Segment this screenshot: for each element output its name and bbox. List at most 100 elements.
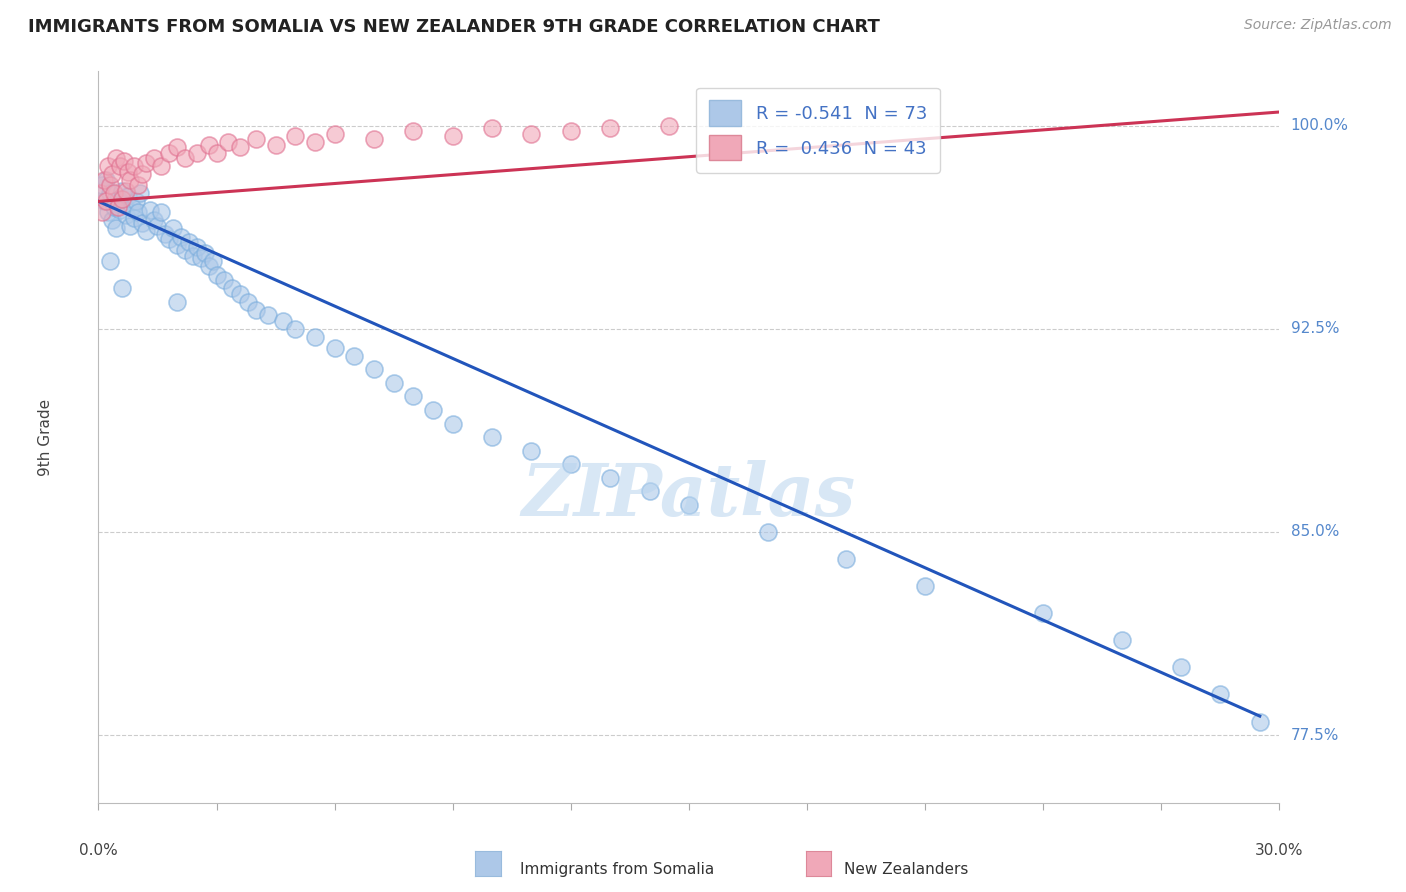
Point — [245, 302, 267, 317]
Point — [197, 137, 219, 152]
Point — [520, 127, 543, 141]
Point — [103, 186, 125, 201]
Point — [97, 159, 120, 173]
Point — [135, 224, 157, 238]
Point — [560, 457, 582, 471]
Point — [1249, 714, 1271, 729]
Point — [125, 194, 148, 209]
Point — [105, 151, 128, 165]
Point — [97, 205, 120, 219]
Point — [98, 178, 121, 193]
Text: IMMIGRANTS FROM SOMALIA VS NEW ZEALANDER 9TH GRADE CORRELATION CHART: IMMIGRANTS FROM SOMALIA VS NEW ZEALANDER… — [28, 18, 880, 36]
Point — [422, 403, 444, 417]
Point — [150, 159, 173, 173]
Point — [599, 471, 621, 485]
Point — [186, 240, 208, 254]
Point — [117, 189, 139, 203]
Point — [323, 341, 346, 355]
Point — [1032, 606, 1054, 620]
Point — [166, 237, 188, 252]
Point — [363, 132, 385, 146]
Point — [186, 145, 208, 160]
Point — [343, 349, 366, 363]
Point — [304, 330, 326, 344]
Text: 0.0%: 0.0% — [79, 844, 118, 858]
Point — [229, 140, 252, 154]
Point — [162, 221, 184, 235]
Point — [108, 202, 131, 217]
Point — [245, 132, 267, 146]
Point — [96, 172, 118, 186]
Point — [382, 376, 405, 390]
Point — [264, 137, 287, 152]
Point — [155, 227, 177, 241]
Point — [481, 121, 503, 136]
Point — [273, 313, 295, 327]
Point — [122, 159, 145, 173]
Point — [150, 205, 173, 219]
Point — [98, 186, 121, 201]
Point — [128, 186, 150, 201]
Point — [89, 186, 111, 201]
Point — [121, 200, 143, 214]
Point — [181, 249, 204, 263]
Point — [170, 229, 193, 244]
Point — [118, 219, 141, 233]
Text: Immigrants from Somalia: Immigrants from Somalia — [520, 863, 714, 877]
Point — [304, 135, 326, 149]
Point — [127, 205, 149, 219]
Point — [105, 221, 128, 235]
Point — [103, 200, 125, 214]
Point — [101, 167, 124, 181]
Point — [101, 213, 124, 227]
Point — [107, 192, 129, 206]
Point — [135, 156, 157, 170]
Text: 92.5%: 92.5% — [1291, 321, 1339, 336]
Point — [138, 202, 160, 217]
Point — [166, 140, 188, 154]
Point — [756, 524, 779, 539]
Point — [91, 205, 114, 219]
Text: 9th Grade: 9th Grade — [38, 399, 53, 475]
Point — [205, 268, 228, 282]
Point — [112, 153, 135, 168]
Point — [166, 294, 188, 309]
Point — [201, 254, 224, 268]
Point — [174, 151, 197, 165]
Text: 85.0%: 85.0% — [1291, 524, 1339, 540]
Point — [402, 124, 425, 138]
Point — [1209, 688, 1232, 702]
Point — [221, 281, 243, 295]
Point — [658, 119, 681, 133]
Point — [205, 145, 228, 160]
Point — [122, 211, 145, 225]
Point — [481, 430, 503, 444]
Point — [93, 194, 115, 209]
Point — [284, 322, 307, 336]
Point — [118, 172, 141, 186]
Point — [93, 172, 115, 186]
Point — [599, 121, 621, 136]
Point — [1170, 660, 1192, 674]
Point — [560, 124, 582, 138]
Point — [194, 245, 217, 260]
Point — [96, 194, 118, 209]
Point — [323, 127, 346, 141]
Text: New Zealanders: New Zealanders — [844, 863, 967, 877]
Point — [1111, 633, 1133, 648]
Point — [131, 167, 153, 181]
Point — [111, 184, 134, 198]
Point — [363, 362, 385, 376]
Text: 77.5%: 77.5% — [1291, 728, 1339, 742]
Point — [142, 151, 165, 165]
Point — [98, 254, 121, 268]
Point — [520, 443, 543, 458]
Point — [115, 184, 138, 198]
Point — [157, 232, 180, 246]
Point — [91, 178, 114, 193]
Point — [236, 294, 259, 309]
Text: 30.0%: 30.0% — [1256, 844, 1303, 858]
Point — [146, 219, 169, 233]
Point — [142, 213, 165, 227]
Text: ZIPatlas: ZIPatlas — [522, 460, 856, 531]
